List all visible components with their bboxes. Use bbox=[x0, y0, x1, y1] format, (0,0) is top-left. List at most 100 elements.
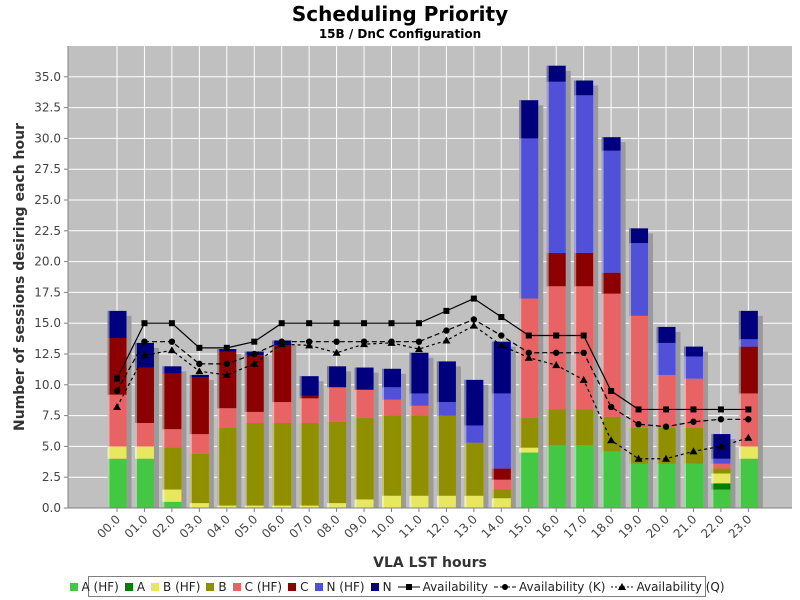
bar-segment bbox=[574, 252, 594, 287]
data-point bbox=[223, 344, 230, 351]
x-ticks: 00.001.002.003.004.005.006.007.008.009.0… bbox=[94, 508, 754, 541]
legend-item: C (HF) bbox=[232, 579, 283, 594]
bar-segment bbox=[629, 315, 649, 428]
bars bbox=[107, 65, 763, 508]
data-point bbox=[553, 332, 560, 339]
series-line bbox=[116, 297, 749, 411]
bar-segment bbox=[574, 445, 594, 508]
y-tick-label: 10.0 bbox=[34, 378, 61, 392]
bar-highlight bbox=[601, 272, 604, 294]
bar-segment bbox=[738, 339, 758, 347]
bar-segment bbox=[272, 422, 292, 506]
bar-highlight bbox=[327, 366, 330, 388]
x-tick-label: 09.0 bbox=[341, 512, 370, 541]
bar-highlight bbox=[382, 399, 384, 416]
x-tick-label: 14.0 bbox=[479, 512, 508, 541]
bar-segment bbox=[299, 398, 319, 423]
bar-segment bbox=[299, 376, 319, 396]
bar-highlight bbox=[656, 463, 659, 508]
x-tick-label: 18.0 bbox=[588, 512, 617, 541]
bar-segment bbox=[546, 65, 566, 82]
bar-highlight bbox=[683, 378, 686, 428]
bar-highlight bbox=[491, 498, 494, 508]
bar-segment bbox=[546, 252, 566, 287]
legend-label: B bbox=[218, 579, 227, 594]
data-point bbox=[662, 423, 670, 430]
bar-highlight bbox=[738, 393, 741, 447]
legend-item: A (HF) bbox=[69, 580, 119, 594]
bar-highlight bbox=[382, 495, 384, 508]
bar-segment bbox=[683, 463, 703, 508]
series-line bbox=[116, 318, 749, 428]
bar-segment bbox=[464, 425, 484, 443]
bar-highlight bbox=[629, 228, 632, 244]
data-point bbox=[251, 350, 258, 358]
y-tick-label: 12.5 bbox=[34, 347, 61, 361]
y-tick-label: 27.5 bbox=[34, 162, 61, 176]
data-point bbox=[195, 367, 204, 375]
bar-highlight bbox=[382, 368, 384, 388]
bar-highlight bbox=[327, 503, 330, 508]
bar-segment bbox=[327, 366, 347, 388]
data-point bbox=[580, 349, 587, 356]
bar-highlight bbox=[107, 394, 110, 447]
bar-highlight bbox=[711, 463, 714, 469]
bar-highlight bbox=[519, 138, 522, 299]
bar-segment bbox=[354, 367, 374, 390]
bar-segment bbox=[354, 499, 374, 508]
data-point bbox=[469, 321, 478, 329]
bar-highlight bbox=[134, 342, 137, 368]
legend-line-marker bbox=[611, 582, 634, 590]
bar-highlight bbox=[683, 356, 686, 379]
bar-segment bbox=[436, 495, 456, 508]
bar-highlight bbox=[162, 501, 165, 508]
bar-segment bbox=[244, 505, 264, 508]
bar-segment bbox=[217, 408, 237, 428]
bar-segment bbox=[382, 399, 401, 416]
bar-highlight bbox=[601, 451, 604, 508]
bar-highlight bbox=[107, 310, 110, 338]
bar-highlight bbox=[162, 429, 165, 448]
data-point bbox=[277, 340, 286, 348]
x-tick-label: 04.0 bbox=[204, 512, 233, 541]
bar-highlight bbox=[711, 468, 714, 474]
bar-highlight bbox=[519, 447, 522, 453]
bar-highlight bbox=[546, 445, 549, 508]
x-tick-label: 16.0 bbox=[534, 512, 563, 541]
bar-highlight bbox=[189, 453, 192, 504]
bar-highlight bbox=[217, 351, 220, 409]
bar-segment bbox=[464, 379, 484, 426]
x-tick-label: 17.0 bbox=[561, 512, 590, 541]
bar-highlight bbox=[601, 416, 604, 452]
legend-swatch bbox=[69, 582, 78, 591]
data-point bbox=[222, 370, 231, 378]
legend-label: C (HF) bbox=[244, 579, 283, 594]
bar-highlight bbox=[436, 402, 439, 416]
legend-swatch bbox=[314, 582, 323, 591]
x-tick-label: 11.0 bbox=[396, 512, 425, 541]
bar-highlight bbox=[244, 351, 247, 356]
bar-segment bbox=[574, 95, 594, 253]
data-point bbox=[443, 307, 450, 314]
y-tick-label: 35.0 bbox=[34, 70, 61, 84]
bar-highlight bbox=[327, 387, 330, 422]
bar-highlight bbox=[629, 463, 632, 508]
bar-highlight bbox=[601, 150, 604, 273]
bar-highlight bbox=[107, 458, 110, 508]
y-tick-label: 17.5 bbox=[34, 285, 61, 299]
legend-swatch bbox=[232, 582, 241, 591]
data-point bbox=[690, 418, 697, 425]
bar-segment bbox=[519, 418, 539, 448]
bar-highlight bbox=[574, 95, 577, 253]
x-tick-label: 21.0 bbox=[671, 512, 700, 541]
bar-highlight bbox=[574, 409, 577, 446]
legend-label: N bbox=[382, 579, 392, 594]
data-point bbox=[196, 344, 203, 351]
bar-segment bbox=[382, 415, 401, 496]
bar-segment bbox=[711, 463, 731, 469]
bar-segment bbox=[601, 272, 621, 294]
bar-highlight bbox=[491, 479, 494, 490]
bar-highlight bbox=[354, 389, 357, 419]
bar-segment bbox=[189, 434, 209, 454]
